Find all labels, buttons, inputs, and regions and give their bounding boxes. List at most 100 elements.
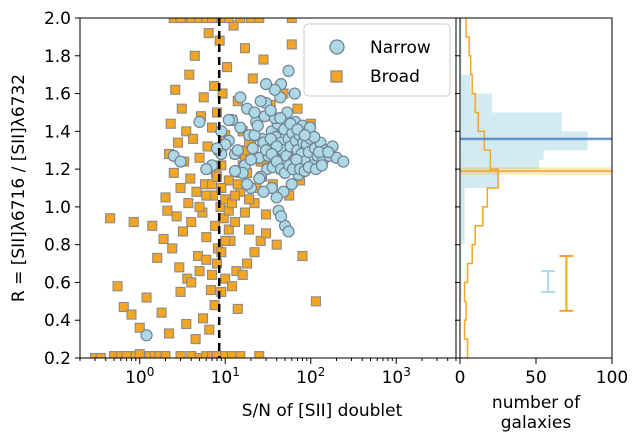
narrow-point xyxy=(264,104,277,117)
broad-point xyxy=(190,334,201,345)
broad-point xyxy=(210,220,221,231)
x-tick-label: 102 xyxy=(296,365,325,388)
narrow-point xyxy=(288,87,301,100)
narrow-point xyxy=(234,91,247,104)
histogram-x-tick-label: 100 xyxy=(596,368,628,388)
broad-point xyxy=(211,258,223,269)
broad-point xyxy=(245,18,257,24)
narrow-error-bar xyxy=(541,270,556,293)
broad-point xyxy=(158,233,169,245)
y-tick-label: 1.8 xyxy=(44,47,71,67)
broad-point xyxy=(189,50,200,61)
broad-point xyxy=(201,254,212,265)
broad-point xyxy=(292,103,303,114)
narrow-point xyxy=(246,142,259,155)
broad-point xyxy=(220,235,231,246)
broad-point xyxy=(244,224,255,235)
broad-point xyxy=(172,137,184,148)
broad-point xyxy=(203,28,214,39)
broad-point xyxy=(174,262,185,273)
broad-point xyxy=(286,18,297,24)
broad-point xyxy=(134,322,145,333)
narrow-point xyxy=(337,155,350,168)
broad-point xyxy=(237,269,248,280)
narrow-hist-bar xyxy=(460,244,462,302)
broad-point xyxy=(185,173,196,184)
legend-narrow-label: Narrow xyxy=(370,38,431,58)
narrow-point xyxy=(259,78,273,91)
broad-point xyxy=(198,313,209,324)
broad-point xyxy=(168,167,179,178)
narrow-point xyxy=(322,146,335,159)
narrow-point xyxy=(253,172,266,185)
legend-broad-label: Broad xyxy=(370,67,420,87)
broad-point xyxy=(128,216,139,228)
legend-broad-marker xyxy=(330,70,343,83)
broad-point xyxy=(226,351,238,358)
narrow-point xyxy=(274,210,288,223)
narrow-point xyxy=(210,142,224,155)
broad-point xyxy=(194,152,205,163)
narrow-point xyxy=(174,155,187,168)
narrow-point xyxy=(257,185,270,198)
y-tick-label: 2.0 xyxy=(44,9,71,29)
narrow-point xyxy=(282,225,295,238)
scatter-x-ticks: 100 101 102 103 xyxy=(79,358,457,388)
broad-point xyxy=(286,39,297,50)
narrow-hist-bar xyxy=(460,169,500,188)
narrow-point xyxy=(228,164,242,178)
broad-point xyxy=(156,307,167,318)
broad-point xyxy=(171,211,182,222)
narrow-point xyxy=(254,95,267,108)
broad-point xyxy=(209,300,220,311)
narrow-point xyxy=(244,153,258,166)
narrow-point xyxy=(248,106,261,119)
broad-point xyxy=(310,296,321,307)
narrow-point xyxy=(268,83,281,96)
legend-narrow-marker xyxy=(329,39,345,55)
broad-point xyxy=(235,18,246,24)
broad-point xyxy=(192,250,204,262)
broad-point xyxy=(229,216,241,228)
broad-point xyxy=(168,18,179,24)
broad-point xyxy=(222,62,233,73)
narrow-point xyxy=(231,144,244,157)
broad-point xyxy=(198,92,209,103)
broad-point xyxy=(175,286,186,297)
scatter-points xyxy=(90,18,350,358)
narrow-hist-bar xyxy=(460,74,471,94)
broad-point xyxy=(201,190,212,201)
y-tick-label: 0.6 xyxy=(44,273,71,293)
narrow-point xyxy=(315,159,328,172)
broad-point xyxy=(239,43,251,54)
broad-point xyxy=(175,18,186,24)
broad-point xyxy=(211,107,223,118)
broad-point xyxy=(126,309,137,320)
broad-point xyxy=(232,179,243,190)
scatter-y-ticks: 0.2 0.4 0.6 0.8 1.0 1.2 1.4 1.6 1.8 2.0 xyxy=(44,9,80,369)
broad-point xyxy=(160,351,171,358)
y-axis-label: R = [SII]λ6716 / [SII]λ6732 xyxy=(9,74,29,302)
narrow-point xyxy=(234,121,247,134)
x-tick-label: 103 xyxy=(382,365,411,388)
broad-point xyxy=(175,351,186,358)
scatter-frame xyxy=(79,17,457,359)
broad-point xyxy=(95,352,106,358)
histogram-y-ticks xyxy=(455,17,460,359)
broad-point xyxy=(232,303,243,314)
broad-point xyxy=(163,328,175,339)
broad-point xyxy=(186,277,197,288)
broad-point xyxy=(147,220,158,231)
broad-point xyxy=(258,54,269,65)
broad-point xyxy=(220,273,231,284)
broad-point xyxy=(90,352,101,358)
broad-point xyxy=(226,281,238,292)
broad-point xyxy=(201,232,212,243)
broad-point xyxy=(271,239,282,250)
broad-point xyxy=(244,194,255,205)
broad-hist-step xyxy=(460,18,499,358)
narrow-point xyxy=(193,115,206,128)
x-axis-label: S/N of [SII] doublet xyxy=(242,401,403,421)
narrow-point xyxy=(200,163,213,176)
histogram-content xyxy=(460,18,612,358)
